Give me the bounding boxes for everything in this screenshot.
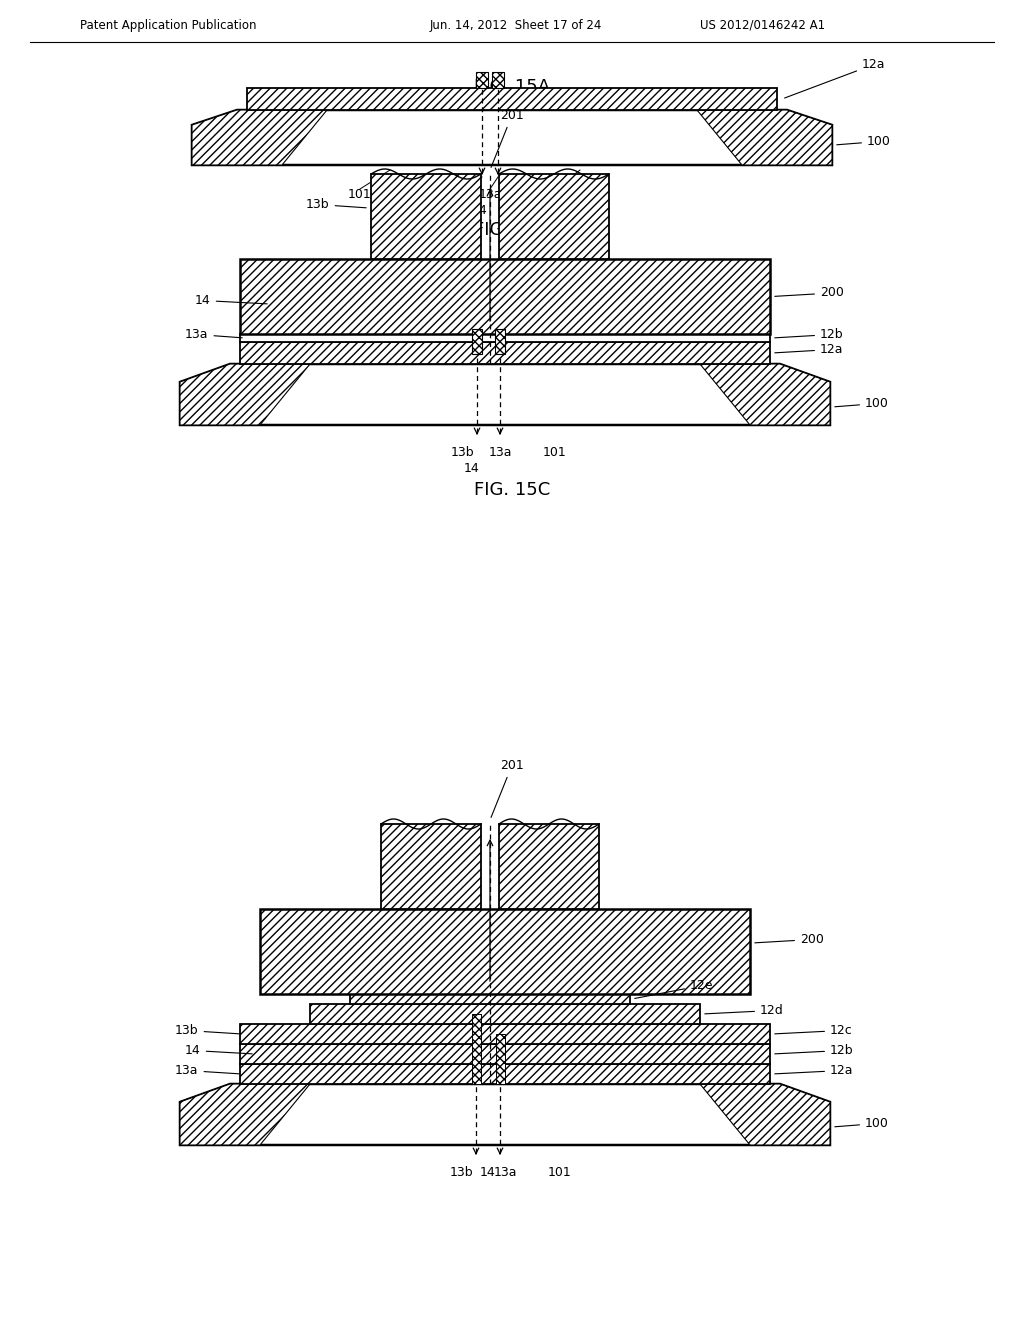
Polygon shape bbox=[180, 364, 830, 425]
Polygon shape bbox=[240, 334, 770, 342]
Text: 12e: 12e bbox=[635, 979, 714, 998]
Text: 201: 201 bbox=[492, 759, 523, 817]
Text: 13b: 13b bbox=[450, 1167, 473, 1180]
Text: 100: 100 bbox=[835, 397, 889, 411]
Polygon shape bbox=[260, 909, 750, 994]
Polygon shape bbox=[193, 110, 327, 165]
Text: 100: 100 bbox=[835, 1117, 889, 1130]
Text: 101: 101 bbox=[348, 189, 372, 202]
Polygon shape bbox=[247, 88, 777, 110]
Text: 101: 101 bbox=[543, 446, 567, 459]
Polygon shape bbox=[240, 259, 770, 334]
Text: 13b: 13b bbox=[438, 189, 462, 202]
Text: 12a: 12a bbox=[775, 343, 844, 356]
Text: 13a: 13a bbox=[478, 189, 502, 202]
Text: Patent Application Publication: Patent Application Publication bbox=[80, 18, 256, 32]
Text: 200: 200 bbox=[755, 933, 824, 946]
Text: FIG. 15C: FIG. 15C bbox=[474, 480, 550, 499]
Text: 13a: 13a bbox=[175, 1064, 240, 1077]
Polygon shape bbox=[180, 1084, 830, 1144]
Text: 12c: 12c bbox=[775, 1024, 853, 1038]
Polygon shape bbox=[381, 824, 481, 909]
Polygon shape bbox=[499, 824, 599, 909]
Polygon shape bbox=[240, 342, 770, 364]
Text: 14: 14 bbox=[472, 205, 487, 218]
Text: US 2012/0146242 A1: US 2012/0146242 A1 bbox=[700, 18, 825, 32]
Text: 14: 14 bbox=[464, 462, 480, 475]
Polygon shape bbox=[496, 1034, 505, 1084]
Polygon shape bbox=[472, 1014, 481, 1084]
Text: 12b: 12b bbox=[775, 327, 844, 341]
Polygon shape bbox=[700, 364, 830, 425]
Polygon shape bbox=[472, 329, 482, 354]
Text: FIG. 15B: FIG. 15B bbox=[474, 220, 550, 239]
Text: 101: 101 bbox=[548, 1167, 571, 1180]
Text: 201: 201 bbox=[492, 110, 523, 168]
Polygon shape bbox=[310, 1005, 700, 1024]
Text: 101: 101 bbox=[543, 189, 567, 202]
Text: 13a: 13a bbox=[185, 327, 243, 341]
Text: 12a: 12a bbox=[784, 58, 886, 98]
Text: 200: 200 bbox=[775, 286, 844, 300]
Text: 13a: 13a bbox=[494, 1167, 517, 1180]
Text: 13b: 13b bbox=[175, 1024, 240, 1038]
Polygon shape bbox=[193, 110, 831, 165]
Polygon shape bbox=[180, 364, 310, 425]
Text: 12b: 12b bbox=[775, 1044, 854, 1057]
Text: 13b: 13b bbox=[451, 446, 474, 459]
Text: 14: 14 bbox=[185, 1044, 252, 1057]
Text: 13a: 13a bbox=[488, 446, 512, 459]
Polygon shape bbox=[371, 174, 481, 259]
Polygon shape bbox=[180, 1084, 310, 1144]
Polygon shape bbox=[697, 110, 831, 165]
Text: Jun. 14, 2012  Sheet 17 of 24: Jun. 14, 2012 Sheet 17 of 24 bbox=[430, 18, 602, 32]
Polygon shape bbox=[476, 73, 488, 88]
Polygon shape bbox=[495, 329, 505, 354]
Polygon shape bbox=[350, 994, 630, 1005]
Polygon shape bbox=[240, 1044, 770, 1064]
Polygon shape bbox=[492, 73, 504, 88]
Text: 12a: 12a bbox=[775, 1064, 853, 1077]
Text: 14: 14 bbox=[195, 294, 267, 308]
Text: 13b: 13b bbox=[306, 198, 367, 211]
Polygon shape bbox=[240, 1064, 770, 1084]
Text: FIG. 15A: FIG. 15A bbox=[474, 78, 550, 96]
Polygon shape bbox=[700, 1084, 830, 1144]
Polygon shape bbox=[499, 174, 609, 259]
Text: 12d: 12d bbox=[705, 1005, 783, 1016]
Text: 14: 14 bbox=[480, 1167, 496, 1180]
Text: 100: 100 bbox=[837, 135, 891, 148]
Polygon shape bbox=[240, 1024, 770, 1044]
